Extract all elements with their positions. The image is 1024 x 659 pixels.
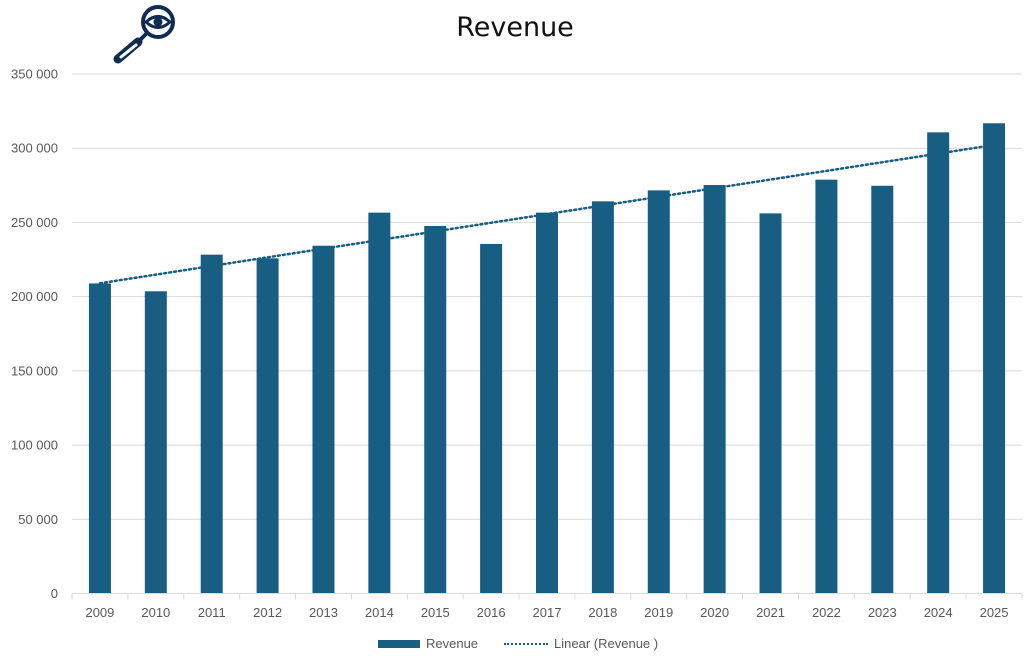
bar-2019	[647, 190, 670, 594]
bar-2024	[927, 132, 950, 594]
y-tick-label: 250 000	[11, 215, 58, 230]
chart-title: Revenue	[456, 12, 574, 43]
x-tick-label: 2017	[533, 605, 562, 620]
legend-label: Revenue	[426, 636, 479, 651]
trendline-linear	[98, 143, 996, 285]
bar-2022	[815, 179, 838, 594]
y-tick-label: 350 000	[11, 67, 58, 82]
legend-item-revenue: Revenue	[378, 636, 478, 651]
x-tick-label: 2024	[924, 605, 953, 620]
y-tick-label: 200 000	[11, 289, 58, 304]
bar-2014	[368, 212, 391, 594]
magnifier-eye-icon	[113, 5, 175, 64]
x-tick-label: 2021	[756, 605, 785, 620]
x-tick-label: 2015	[421, 605, 450, 620]
bar-2013	[312, 245, 335, 594]
x-tick-label: 2010	[141, 605, 170, 620]
bar-2025	[983, 123, 1006, 594]
y-tick-label: 50 000	[18, 512, 58, 527]
legend: Revenue Linear (Revenue )	[378, 636, 684, 651]
y-tick-label: 100 000	[11, 438, 58, 453]
bar-2018	[591, 201, 614, 594]
bar-2010	[144, 291, 167, 594]
bar-2009	[88, 283, 111, 594]
bar-2016	[480, 243, 503, 594]
x-tick-label: 2018	[588, 605, 617, 620]
x-tick-label: 2025	[980, 605, 1009, 620]
bar-2011	[200, 254, 223, 594]
x-tick-label: 2012	[253, 605, 282, 620]
x-tick-label: 2022	[812, 605, 841, 620]
y-tick-label: 150 000	[11, 363, 58, 378]
x-tick-label: 2016	[477, 605, 506, 620]
bar-2012	[256, 258, 279, 594]
legend-swatch-dotted	[504, 642, 549, 645]
legend-label: Linear (Revenue )	[554, 636, 659, 651]
bar-2020	[703, 185, 726, 594]
x-tick-label: 2013	[309, 605, 338, 620]
y-tick-label: 300 000	[11, 141, 58, 156]
y-tick-label: 0	[51, 586, 58, 601]
x-tick-label: 2009	[85, 605, 114, 620]
bar-2023	[871, 185, 894, 594]
bar-2017	[536, 212, 558, 594]
x-tick-label: 2023	[868, 605, 897, 620]
x-tick-label: 2011	[198, 605, 226, 620]
x-tick-label: 2014	[365, 605, 394, 620]
bar-2021	[759, 213, 782, 594]
x-tick-label: 2020	[700, 605, 729, 620]
bar-2015	[424, 225, 447, 594]
x-tick-label: 2019	[644, 605, 673, 620]
legend-item-trendline: Linear (Revenue )	[504, 636, 658, 651]
legend-swatch-bar	[378, 639, 420, 648]
